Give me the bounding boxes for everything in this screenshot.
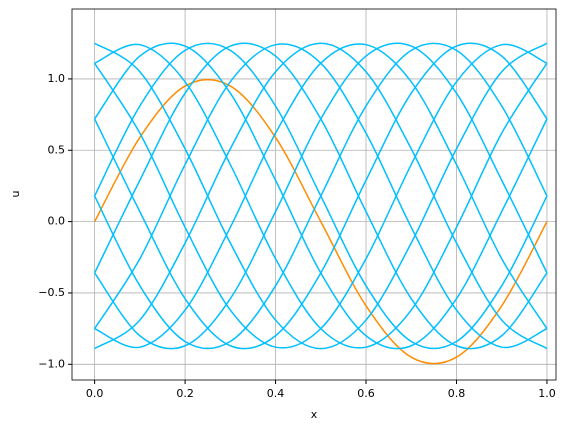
x-tick-label: 0.4 [267,387,285,400]
x-tick-label: 0.0 [86,387,104,400]
y-tick-label: −1.0 [38,357,65,370]
x-tick-label: 0.6 [357,387,375,400]
x-tick-label: 0.8 [448,387,466,400]
y-axis-label: u [9,191,22,198]
x-axis-label: x [311,408,318,421]
line-series [94,43,548,349]
y-tick-label: 0.5 [48,143,66,156]
line-series [93,78,548,365]
line-series [94,43,548,349]
line-series [94,42,548,350]
x-tick-label: 1.0 [538,387,556,400]
plot-frame [71,8,557,381]
line-series [94,42,548,350]
line-series [94,42,548,350]
y-tick-label: 0.0 [48,215,66,228]
x-tick-label: 0.2 [176,387,194,400]
line-series [94,42,548,350]
y-tick-label: −0.5 [38,286,65,299]
line-series [93,42,548,350]
y-tick-label: 1.0 [48,72,66,85]
